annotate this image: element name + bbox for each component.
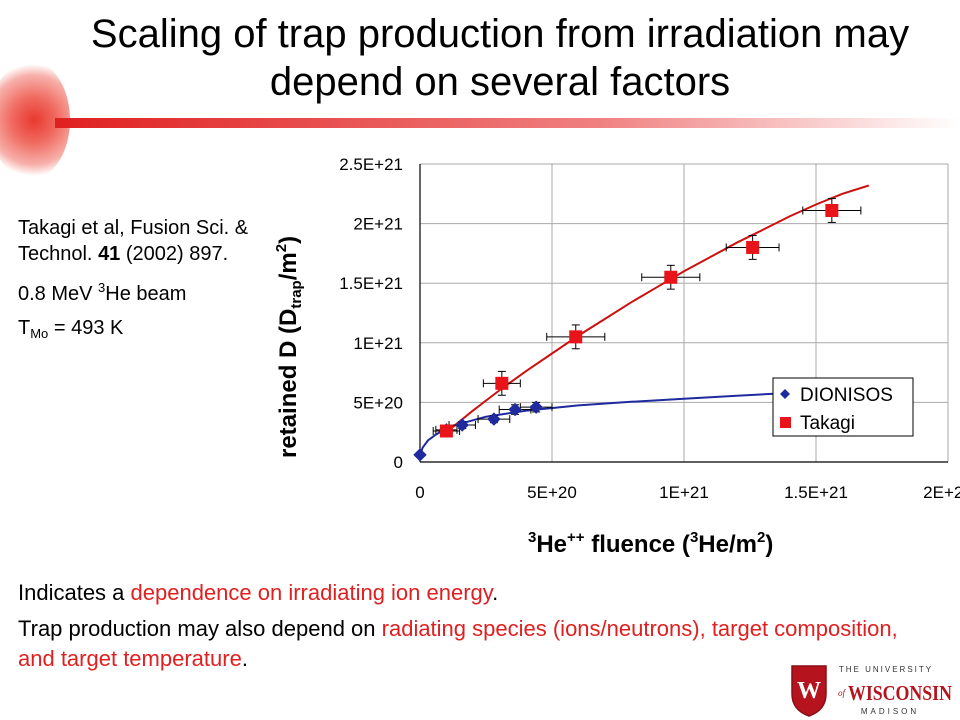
beam-isotope-number: 3 xyxy=(98,280,106,295)
conclusion-1-highlight: dependence on irradiating ion energy xyxy=(130,580,493,605)
conclusions: Indicates a dependence on irradiating io… xyxy=(18,578,938,680)
logo-line1: THE UNIVERSITY xyxy=(839,665,933,674)
y-tick-label: 5E+20 xyxy=(353,393,403,412)
logo-line3: MADISON xyxy=(861,707,919,716)
citation-volume: 41 xyxy=(98,243,121,265)
legend-diamond-icon xyxy=(780,389,790,399)
x-tick-label: 2E+21 xyxy=(923,483,960,502)
uw-madison-logo: W THE UNIVERSITY of WISCONSIN MADISON xyxy=(791,665,952,717)
takagi-point xyxy=(495,376,509,390)
legend-label: DIONISOS xyxy=(800,385,893,406)
dionisos-point xyxy=(508,402,522,417)
takagi-point xyxy=(439,424,453,438)
conclusion-1-end: . xyxy=(492,580,499,605)
tick-labels: 0 5E+20 1E+21 1.5E+21 2E+21 0 5E+20 1E+21 1.5E+2… xyxy=(339,155,960,502)
temperature-value: = 493 K xyxy=(48,317,124,339)
crest-letter: W xyxy=(797,678,821,704)
temperature: TMo = 493 K xyxy=(18,315,268,347)
data-points xyxy=(413,203,839,462)
conclusion-1-text: Indicates a xyxy=(18,580,131,605)
y-tick-label: 2E+21 xyxy=(353,215,403,234)
y-axis-label-quantity: retained D xyxy=(275,341,302,458)
y-tick-label: 0 xyxy=(394,453,403,472)
y-tick-label: 1.5E+21 xyxy=(339,274,403,293)
fit-curves xyxy=(419,184,870,457)
conclusion-2-text: Trap production may also depend on xyxy=(18,616,382,641)
retention-chart: 0 5E+20 1E+21 1.5E+21 2E+21 0 5E+20 1E+21 1.5E+2… xyxy=(273,155,960,558)
dionisos-point xyxy=(455,418,469,432)
takagi-point xyxy=(825,203,839,217)
temperature-subscript: Mo xyxy=(30,326,49,341)
slide-title: Scaling of trap production from irradiat… xyxy=(40,10,960,106)
dionisos-point xyxy=(529,400,543,414)
logo-of: of xyxy=(838,688,847,698)
x-axis-label-quantity: fluence xyxy=(591,531,675,558)
dionisos-point xyxy=(413,448,427,462)
y-tick-label: 1E+21 xyxy=(353,334,403,353)
x-tick-label: 0 xyxy=(415,483,424,502)
conclusion-2-end: . xyxy=(241,646,248,671)
legend-box xyxy=(772,377,914,437)
y-axis-label: retained D (Dtrap/m2) xyxy=(273,236,305,458)
title-underline xyxy=(55,118,960,128)
takagi-point xyxy=(746,240,760,254)
badger-crest-icon xyxy=(791,665,827,717)
beam-description: 0.8 MeV 3He beam xyxy=(18,275,268,307)
logo-wordmark: WISCONSIN xyxy=(848,681,952,705)
reference-notes: Takagi et al, Fusion Sci. & Technol. 41 … xyxy=(18,215,268,355)
citation-text: Takagi et al, Fusion Sci. & Technol. xyxy=(18,217,249,265)
conclusion-2-highlight: radiating species (ions/neutrons), targe… xyxy=(18,616,898,671)
chart-axes xyxy=(419,164,948,463)
temperature-symbol: T xyxy=(18,317,31,339)
fit-curve xyxy=(445,184,870,433)
dionisos-point xyxy=(487,412,501,426)
legend-label: Takagi xyxy=(800,413,855,434)
slide-title-line2: depend on several factors xyxy=(269,60,731,104)
x-tick-label: 5E+20 xyxy=(527,483,577,502)
chart-grid xyxy=(420,163,949,462)
legend-square-icon xyxy=(780,417,791,428)
conclusion-2: Trap production may also depend on radia… xyxy=(18,614,938,674)
conclusion-1: Indicates a dependence on irradiating io… xyxy=(18,578,938,608)
chart-legend: DIONISOS Takagi xyxy=(772,377,914,437)
beam-energy: 0.8 MeV xyxy=(18,283,99,305)
x-tick-label: 1E+21 xyxy=(659,483,709,502)
x-tick-label: 1.5E+21 xyxy=(784,483,848,502)
citation: Takagi et al, Fusion Sci. & Technol. 41 … xyxy=(18,215,268,267)
takagi-point xyxy=(569,330,583,344)
takagi-point xyxy=(664,270,678,284)
slide-title-line1: Scaling of trap production from irradiat… xyxy=(90,12,910,56)
citation-year-page: (2002) 897. xyxy=(120,243,229,265)
beam-species: He beam xyxy=(105,283,187,305)
fit-curve xyxy=(419,390,830,457)
x-axis-label: 3He++ fluence (3He/m2) xyxy=(528,529,773,558)
y-tick-label: 2.5E+21 xyxy=(339,155,403,174)
